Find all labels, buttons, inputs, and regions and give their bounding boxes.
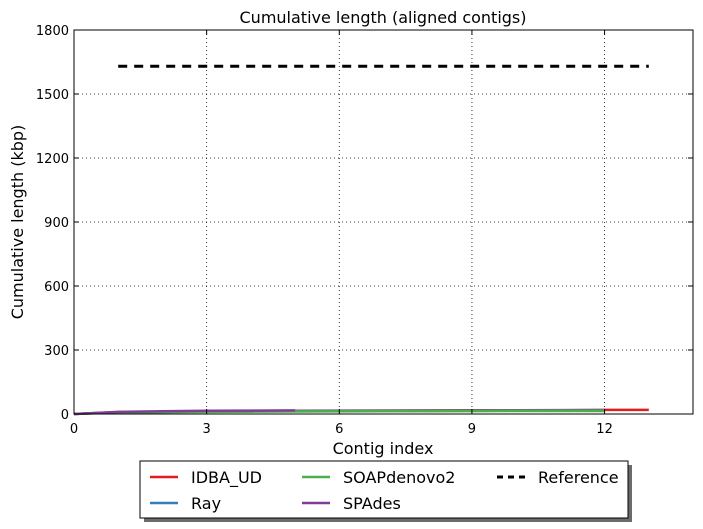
legend-label-idba-ud: IDBA_UD (191, 468, 262, 488)
y-tick-label: 1500 (36, 88, 69, 103)
x-tick-label: 0 (70, 422, 78, 437)
y-tick-label: 900 (44, 216, 69, 231)
legend-label-spades: SPAdes (343, 494, 401, 513)
x-tick-label: 12 (596, 422, 613, 437)
series-lines (73, 64, 649, 416)
x-tick-label: 6 (335, 422, 343, 437)
axis-ticks: 0 3 6 9 12 0 300 600 900 1200 1500 1800 (36, 24, 693, 437)
legend-label-soapdenovo2: SOAPdenovo2 (343, 468, 455, 487)
legend-label-ray: Ray (191, 494, 221, 513)
legend: IDBA_UD Ray SOAPdenovo2 SPAdes Reference (139, 460, 632, 522)
x-axis-title: Contig index (333, 439, 434, 458)
x-tick-label: 9 (468, 422, 476, 437)
legend-box (139, 460, 629, 519)
legend-items: IDBA_UD Ray SOAPdenovo2 SPAdes Reference (150, 468, 619, 513)
x-tick-label: 3 (203, 422, 211, 437)
legend-label-reference: Reference (538, 468, 619, 487)
series-line-spades (73, 409, 296, 416)
y-tick-label: 1200 (36, 152, 69, 167)
y-tick-label: 0 (61, 408, 69, 423)
y-tick-label: 1800 (36, 24, 69, 39)
y-tick-label: 600 (44, 280, 69, 295)
y-axis-title: Cumulative length (kbp) (8, 125, 27, 320)
chart-title: Cumulative length (aligned contigs) (240, 8, 527, 27)
y-tick-label: 300 (44, 344, 69, 359)
grid-lines (74, 30, 693, 414)
